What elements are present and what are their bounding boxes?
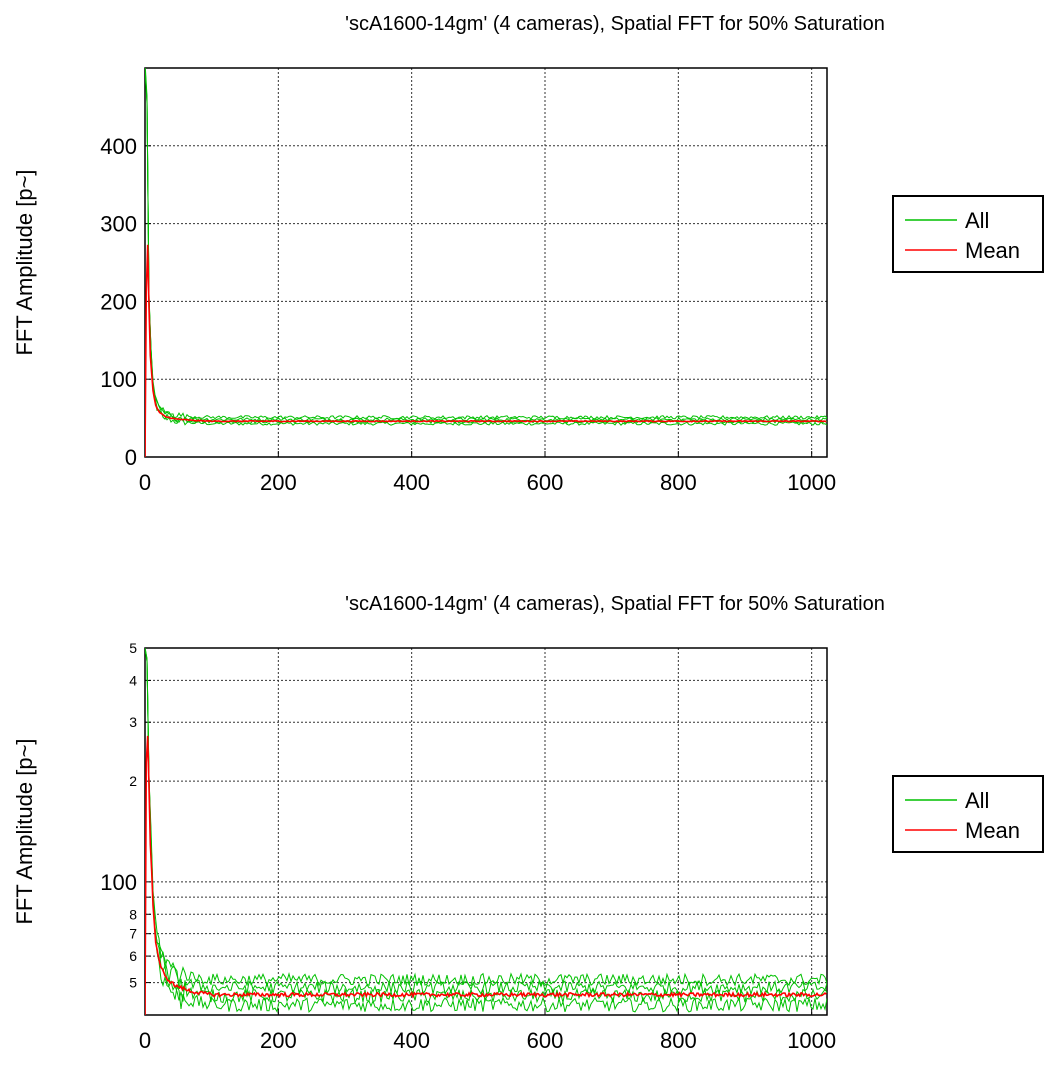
series-all-trace — [145, 68, 827, 422]
x-tick-label: 1000 — [787, 1028, 836, 1053]
x-tick-label: 1000 — [787, 470, 836, 495]
chart-title: 'scA1600-14gm' (4 cameras), Spatial FFT … — [345, 13, 885, 35]
y-tick-label: 5 — [129, 975, 137, 991]
x-tick-label: 200 — [260, 1028, 297, 1053]
plot-area — [144, 67, 828, 458]
legend-label: Mean — [965, 818, 1020, 843]
chart-1: 'scA1600-14gm' (4 cameras), Spatial FFT … — [12, 13, 1044, 495]
x-tick-label: 600 — [527, 470, 564, 495]
y-tick-label: 5 — [129, 640, 137, 656]
y-tick-label: 400 — [100, 134, 137, 159]
x-tick-label: 0 — [139, 1028, 151, 1053]
y-tick-label: 100 — [100, 870, 137, 895]
series-all-trace — [145, 68, 827, 421]
legend-label: All — [965, 208, 989, 233]
series-all-trace — [145, 648, 827, 1013]
chart-title: 'scA1600-14gm' (4 cameras), Spatial FFT … — [345, 593, 885, 615]
y-axis-label: FFT Amplitude [p~] — [12, 738, 37, 924]
y-tick-label: 4 — [129, 672, 137, 688]
series-all-trace — [145, 648, 827, 988]
y-tick-label: 8 — [129, 906, 137, 922]
series-all-trace — [145, 648, 827, 1005]
legend-label: Mean — [965, 238, 1020, 263]
x-tick-label: 400 — [393, 470, 430, 495]
legend-label: All — [965, 788, 989, 813]
series-group — [145, 68, 827, 457]
y-tick-label: 100 — [100, 367, 137, 392]
y-tick-label: 300 — [100, 212, 137, 237]
x-tick-label: 800 — [660, 1028, 697, 1053]
series-all-trace — [145, 70, 827, 426]
y-tick-label: 7 — [129, 926, 137, 942]
x-tick-label: 400 — [393, 1028, 430, 1053]
legend: All Mean — [892, 775, 1044, 853]
y-tick-label: 200 — [100, 289, 137, 314]
x-tick-label: 800 — [660, 470, 697, 495]
y-tick-label: 6 — [129, 948, 137, 964]
plot-area — [144, 647, 828, 1016]
legend-box — [892, 775, 1044, 853]
legend: All Mean — [892, 195, 1044, 273]
grid — [145, 68, 827, 458]
series-mean-line — [145, 244, 827, 457]
series-mean-line — [145, 735, 827, 1015]
series-group — [145, 648, 827, 1015]
series-all-trace — [145, 68, 827, 425]
chart-2: 'scA1600-14gm' (4 cameras), Spatial FFT … — [12, 593, 1044, 1053]
y-tick-label: 0 — [125, 445, 137, 470]
y-axis-label: FFT Amplitude [p~] — [12, 169, 37, 355]
x-tick-label: 600 — [527, 1028, 564, 1053]
x-tick-label: 200 — [260, 470, 297, 495]
y-tick-label: 2 — [129, 773, 137, 789]
series-all-trace — [145, 648, 827, 996]
legend-box — [892, 195, 1044, 273]
x-tick-label: 0 — [139, 470, 151, 495]
y-tick-label: 3 — [129, 714, 137, 730]
grid — [145, 647, 827, 1015]
